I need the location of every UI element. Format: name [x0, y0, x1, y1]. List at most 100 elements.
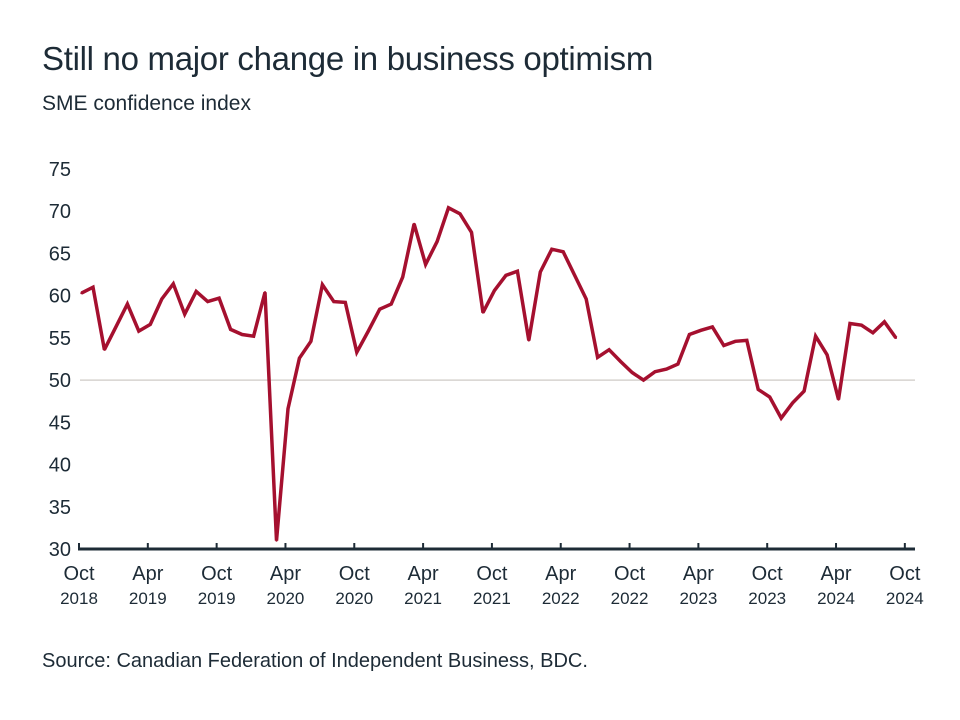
data-point — [871, 331, 875, 335]
data-point — [263, 291, 267, 294]
data-point — [699, 329, 703, 332]
data-point — [688, 333, 691, 336]
data-point — [229, 328, 232, 331]
data-point — [607, 348, 611, 351]
x-tick-month: Oct — [614, 563, 646, 585]
data-point — [573, 274, 576, 277]
data-point — [527, 339, 531, 342]
data-point — [665, 367, 668, 371]
data-point — [584, 297, 588, 301]
data-point — [435, 240, 439, 243]
data-point — [332, 300, 336, 303]
data-point — [493, 289, 496, 292]
y-tick-label: 75 — [49, 159, 71, 181]
x-tick-month: Apr — [408, 563, 439, 585]
data-point — [516, 269, 519, 273]
data-point — [389, 302, 393, 306]
y-tick-label: 30 — [49, 539, 71, 561]
x-tick-year: 2023 — [748, 589, 786, 608]
data-point — [676, 362, 680, 366]
y-tick-label: 65 — [49, 243, 71, 265]
data-point — [745, 339, 748, 342]
data-point — [642, 378, 645, 382]
data-point — [401, 275, 404, 279]
data-point — [596, 356, 599, 359]
data-point — [481, 311, 485, 314]
data-point — [779, 416, 783, 420]
x-tick-year: 2021 — [404, 589, 442, 608]
data-point — [275, 539, 278, 542]
data-point — [424, 263, 427, 266]
x-tick-month: Apr — [270, 563, 301, 585]
data-point — [183, 313, 186, 316]
data-point — [160, 297, 163, 301]
data-point — [470, 231, 473, 234]
data-point — [103, 348, 106, 351]
data-point — [321, 283, 324, 286]
x-tick-month: Apr — [132, 563, 163, 585]
data-point — [240, 333, 244, 336]
data-point — [848, 322, 852, 325]
data-point — [814, 335, 817, 338]
x-tick-year: 2023 — [679, 589, 717, 608]
data-point — [734, 340, 737, 343]
source-note: Source: Canadian Federation of Independe… — [42, 650, 588, 672]
data-point — [137, 329, 141, 333]
data-point — [791, 401, 794, 405]
x-tick-month: Oct — [752, 563, 784, 585]
data-point — [378, 307, 381, 311]
data-point — [309, 340, 313, 343]
data-point — [802, 389, 806, 393]
y-tick-label: 60 — [49, 286, 71, 308]
data-point — [91, 286, 95, 289]
y-tick-label: 55 — [49, 328, 71, 350]
data-point — [217, 297, 221, 300]
data-point — [825, 353, 829, 356]
x-tick-year: 2018 — [60, 589, 98, 608]
data-point — [149, 323, 152, 326]
data-point — [126, 302, 129, 306]
y-tick-label: 35 — [49, 497, 71, 519]
x-tick-month: Oct — [476, 563, 508, 585]
x-tick-year: 2019 — [198, 589, 236, 608]
data-point — [630, 371, 634, 374]
data-point — [860, 324, 863, 327]
chart-subtitle: SME confidence index — [42, 92, 251, 115]
data-point — [504, 274, 508, 277]
data-point — [458, 212, 462, 215]
data-point — [619, 360, 622, 363]
x-tick-year: 2024 — [886, 589, 924, 608]
chart-title: Still no major change in business optimi… — [42, 40, 654, 77]
data-point — [252, 335, 255, 338]
data-point — [412, 222, 416, 226]
data-point — [722, 344, 726, 347]
x-tick-year: 2024 — [817, 589, 855, 608]
data-point — [539, 270, 542, 274]
data-point — [80, 291, 83, 295]
x-tick-year: 2019 — [129, 589, 167, 608]
data-point — [768, 395, 771, 399]
y-tick-label: 45 — [49, 412, 71, 434]
x-tick-year: 2021 — [473, 589, 511, 608]
data-point — [653, 370, 657, 373]
data-point — [883, 320, 886, 324]
data-point — [757, 388, 760, 391]
x-tick-year: 2020 — [335, 589, 373, 608]
x-tick-month: Oct — [63, 563, 95, 585]
x-tick-month: Apr — [820, 563, 851, 585]
data-point — [447, 206, 450, 210]
x-tick-year: 2020 — [267, 589, 305, 608]
data-point — [344, 301, 347, 304]
confidence-index-line — [80, 205, 898, 541]
data-point — [298, 356, 301, 360]
x-tick-month: Oct — [339, 563, 371, 585]
y-tick-label: 50 — [49, 370, 71, 392]
data-point — [286, 407, 290, 411]
x-tick-year: 2022 — [542, 589, 580, 608]
data-point — [206, 300, 209, 303]
data-point — [114, 325, 118, 329]
data-point — [550, 248, 553, 251]
x-tick-month: Apr — [545, 563, 576, 585]
